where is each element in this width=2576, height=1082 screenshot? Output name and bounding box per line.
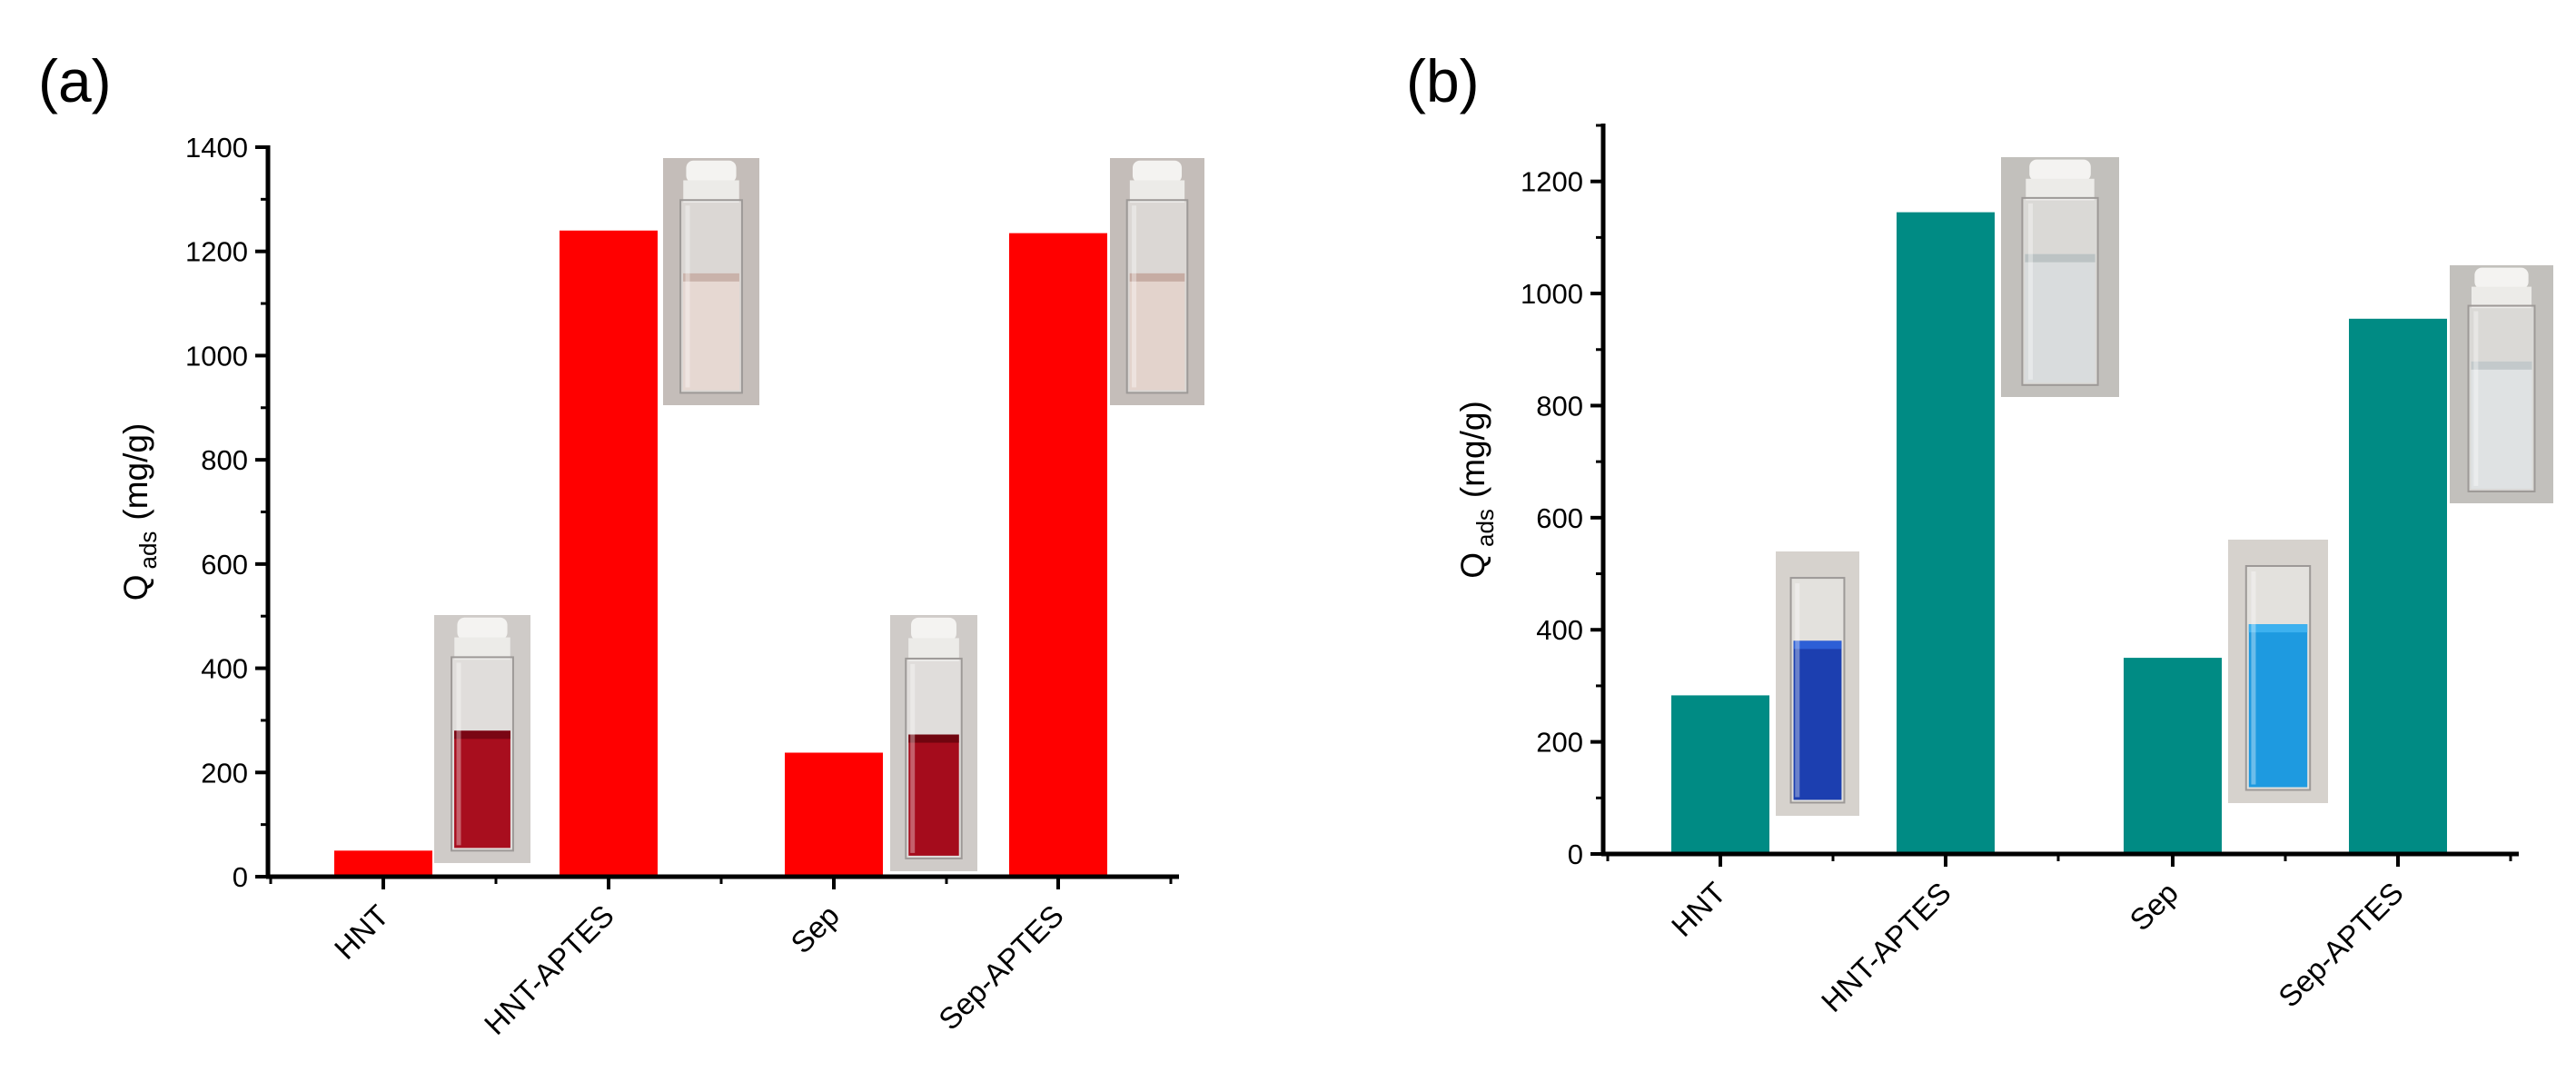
y-tick-label: 1400 — [185, 132, 248, 164]
vial-highlight — [910, 663, 916, 853]
vial-liquid — [1793, 640, 1842, 800]
y-axis-title: Qads (mg/g) — [1454, 401, 1499, 579]
vial-neck — [908, 638, 959, 661]
vial-highlight — [456, 662, 461, 846]
panel-label: (b) — [1406, 47, 1480, 114]
x-tick-label-sep-aptes: Sep-APTES — [932, 898, 1070, 1037]
vial-photo-hnt — [434, 615, 530, 863]
y-axis-title-text: Qads (mg/g) — [117, 423, 162, 601]
bar-hnt-aptes — [560, 230, 658, 877]
vial-liquid — [2025, 253, 2095, 382]
vial-liquid — [454, 730, 510, 849]
vial-liquid — [908, 734, 959, 856]
vial-liquid — [2248, 624, 2308, 788]
x-tick-label-sep-aptes: Sep-APTES — [2272, 876, 2410, 1014]
vial-photo-sep — [890, 615, 977, 871]
panel-b: (b) 0 200 400 600 800 1000 1200 HNT HNT-APTES Sep S… — [1406, 47, 2553, 1018]
vial-neck — [454, 637, 510, 660]
y-tick-label: 0 — [1568, 839, 1583, 870]
x-tick-label-hnt-aptes: HNT-APTES — [1815, 876, 1957, 1018]
vial-highlight — [685, 205, 690, 388]
vial-meniscus — [1129, 273, 1185, 282]
y-tick-label: 1200 — [1521, 166, 1583, 198]
y-tick-label: 0 — [233, 861, 248, 893]
y-axis-unit: (mg/g) — [1454, 401, 1491, 498]
vial-meniscus — [454, 730, 510, 740]
vial-cap — [686, 160, 737, 184]
vial-liquid — [2471, 361, 2532, 489]
vial-cap — [2474, 267, 2529, 290]
y-tick-label: 600 — [201, 549, 248, 581]
vial-highlight — [2473, 311, 2479, 486]
y-tick-label: 1200 — [185, 236, 248, 268]
y-tick-label: 200 — [1536, 727, 1583, 759]
y-axis-symbol: Q — [117, 575, 154, 601]
x-tick-label-sep: Sep — [784, 898, 846, 960]
bar-sep-aptes — [2349, 318, 2447, 854]
vial-photo-hnt-aptes — [2001, 157, 2119, 397]
vial-cap — [2029, 159, 2091, 182]
y-tick-label: 800 — [201, 444, 248, 476]
vial-cap — [457, 617, 508, 640]
vial-highlight — [1132, 205, 1137, 388]
vial-neck — [2026, 178, 2095, 201]
y-tick-label: 400 — [201, 653, 248, 685]
y-tick-label: 400 — [1536, 614, 1583, 646]
x-tick-label-hnt: HNT — [328, 898, 395, 966]
bar-sep — [785, 752, 883, 877]
vial-neck — [683, 180, 739, 203]
vial-meniscus — [908, 734, 959, 743]
x-tick-label-hnt: HNT — [1665, 876, 1732, 943]
bar-hnt — [1671, 695, 1769, 854]
y-tick-label: 1000 — [1521, 278, 1583, 310]
vial-highlight — [1795, 583, 1800, 798]
y-tick-label: 600 — [1536, 502, 1583, 534]
vial-meniscus — [1793, 640, 1842, 650]
y-axis-subscript: ads — [1471, 509, 1499, 547]
bar-sep — [2124, 658, 2222, 854]
vial-cap — [1132, 160, 1183, 184]
y-axis-title-text: Qads (mg/g) — [1454, 401, 1499, 579]
y-axis-symbol: Q — [1454, 552, 1491, 579]
vial-photo-sep — [2228, 540, 2328, 803]
panel-a: (a) 0 200 400 600 800 1000 1200 1400 HNT HNT-APTES… — [38, 47, 1204, 1041]
vial-photo-sep-aptes — [1110, 158, 1204, 405]
y-tick-label: 800 — [1536, 390, 1583, 422]
vial-photo-sep-aptes — [2450, 265, 2553, 503]
y-axis-unit: (mg/g) — [117, 423, 154, 521]
bar-sep-aptes — [1009, 233, 1107, 877]
y-tick-label: 1000 — [185, 340, 248, 372]
vial-liquid — [1129, 273, 1185, 391]
vial-neck — [1129, 180, 1185, 203]
vial-liquid — [683, 273, 739, 391]
vial-photo-hnt — [1776, 551, 1859, 816]
y-tick-label: 200 — [201, 757, 248, 789]
vial-neck — [2471, 286, 2532, 309]
bar-hnt — [334, 850, 432, 877]
vial-meniscus — [2025, 253, 2095, 263]
vial-meniscus — [2471, 361, 2532, 370]
vial-photo-hnt-aptes — [663, 158, 759, 405]
y-axis-subscript: ads — [134, 531, 162, 570]
x-tick-label-hnt-aptes: HNT-APTES — [478, 898, 620, 1041]
bar-hnt-aptes — [1897, 212, 1995, 855]
vial-highlight — [2028, 203, 2034, 380]
x-tick-label-sep: Sep — [2123, 876, 2185, 938]
vial-highlight — [2251, 571, 2256, 785]
panel-label: (a) — [38, 47, 112, 114]
y-axis-title: Qads (mg/g) — [117, 423, 162, 601]
vial-meniscus — [683, 273, 739, 282]
vial-cap — [911, 617, 956, 641]
vial-meniscus — [2248, 624, 2308, 633]
